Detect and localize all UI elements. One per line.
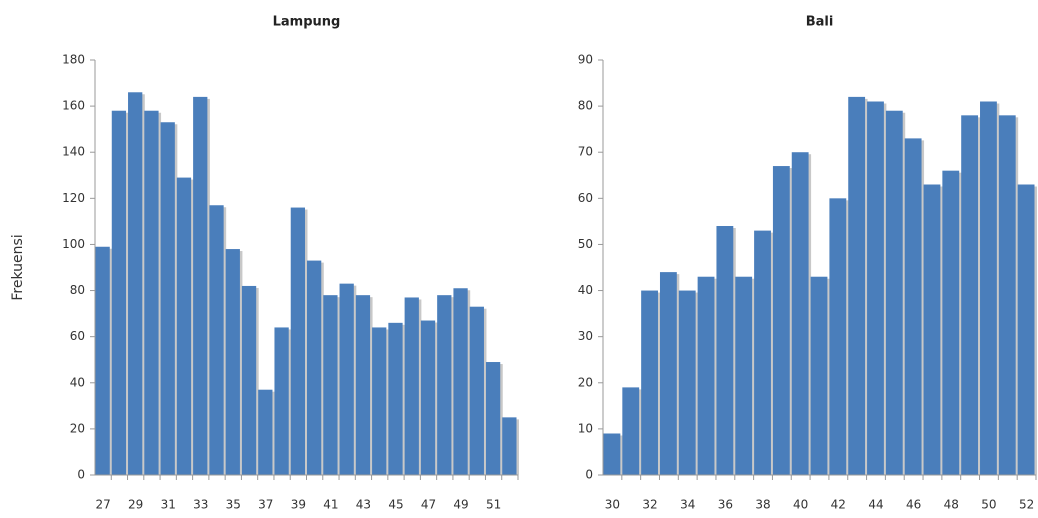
x-tick-label: 40 <box>793 498 808 512</box>
bar <box>1017 184 1035 475</box>
bar <box>754 230 771 475</box>
y-tick-label: 140 <box>62 145 85 159</box>
bar <box>193 96 208 475</box>
y-tick-label: 0 <box>77 468 85 482</box>
bar <box>772 166 790 476</box>
bar <box>485 362 501 475</box>
bar <box>209 205 224 475</box>
bar <box>980 101 997 475</box>
y-tick-label: 90 <box>578 53 593 67</box>
bar <box>339 283 354 475</box>
bar <box>404 297 419 475</box>
x-tick-label: 42 <box>831 498 846 512</box>
y-tick-label: 60 <box>70 329 85 343</box>
bar <box>716 226 734 475</box>
x-tick-label: 46 <box>906 498 921 512</box>
x-tick-label: 41 <box>323 498 338 512</box>
bar <box>225 249 240 475</box>
bar <box>885 110 903 475</box>
y-tick-label: 70 <box>578 145 593 159</box>
bar <box>128 92 143 476</box>
bar <box>622 387 640 475</box>
y-tick-label: 30 <box>578 329 593 343</box>
y-tick-label: 0 <box>585 468 593 482</box>
bar <box>923 184 941 475</box>
y-tick-label: 20 <box>70 421 85 435</box>
bar <box>998 115 1016 475</box>
y-tick-label: 40 <box>578 283 593 297</box>
bar <box>942 170 960 475</box>
x-tick-label: 30 <box>605 498 620 512</box>
x-tick-label: 50 <box>981 498 996 512</box>
bar <box>904 138 922 475</box>
x-tick-label: 29 <box>128 498 143 512</box>
bar <box>791 152 809 475</box>
x-tick-label: 38 <box>755 498 770 512</box>
bar <box>961 115 979 475</box>
bar <box>641 290 658 475</box>
y-tick-label: 80 <box>70 283 85 297</box>
bar <box>469 306 484 475</box>
y-tick-label: 60 <box>578 191 593 205</box>
x-tick-label: 39 <box>291 498 306 512</box>
bar <box>678 290 696 475</box>
x-tick-label: 45 <box>388 498 403 512</box>
x-tick-label: 27 <box>95 498 110 512</box>
x-tick-label: 51 <box>486 498 501 512</box>
x-tick-label: 43 <box>356 498 371 512</box>
y-tick-label: 40 <box>70 375 85 389</box>
bar <box>810 276 828 475</box>
bar <box>160 122 175 475</box>
bar <box>307 260 322 475</box>
x-tick-label: 44 <box>868 498 883 512</box>
bar <box>603 433 621 475</box>
bar <box>372 327 387 475</box>
y-tick-label: 50 <box>578 237 593 251</box>
y-tick-label: 10 <box>578 421 593 435</box>
bar <box>829 198 847 476</box>
bar <box>258 389 273 475</box>
bar <box>355 295 371 475</box>
bar <box>848 96 866 475</box>
bar <box>867 101 884 475</box>
bar <box>388 322 403 475</box>
bar <box>274 327 289 475</box>
x-tick-label: 32 <box>642 498 657 512</box>
y-tick-label: 20 <box>578 375 593 389</box>
x-tick-label: 35 <box>226 498 241 512</box>
x-tick-label: 48 <box>944 498 959 512</box>
bar <box>144 110 159 475</box>
bar <box>241 285 257 475</box>
chart-title: Lampung <box>273 15 341 30</box>
chart-title: Bali <box>806 15 834 30</box>
bar <box>437 295 452 475</box>
y-tick-label: 100 <box>62 237 85 251</box>
bar <box>111 110 127 475</box>
x-tick-label: 31 <box>161 498 176 512</box>
x-tick-label: 34 <box>680 498 695 512</box>
y-tick-label: 160 <box>62 99 85 113</box>
bar <box>290 207 305 476</box>
x-tick-label: 36 <box>718 498 733 512</box>
y-axis-label: Frekuensi <box>10 234 26 300</box>
x-tick-label: 33 <box>193 498 208 512</box>
bar <box>735 276 753 475</box>
bar <box>95 246 110 475</box>
x-tick-label: 47 <box>421 498 436 512</box>
bar <box>323 295 338 475</box>
y-tick-label: 80 <box>578 99 593 113</box>
x-tick-label: 49 <box>453 498 468 512</box>
bar <box>420 320 436 475</box>
bar <box>697 276 715 475</box>
bar <box>176 177 192 476</box>
bar <box>659 272 677 475</box>
y-tick-label: 180 <box>62 53 85 67</box>
x-tick-label: 52 <box>1019 498 1034 512</box>
y-tick-label: 120 <box>62 191 85 205</box>
x-tick-label: 37 <box>258 498 273 512</box>
bar <box>453 288 468 475</box>
bar <box>502 417 517 475</box>
